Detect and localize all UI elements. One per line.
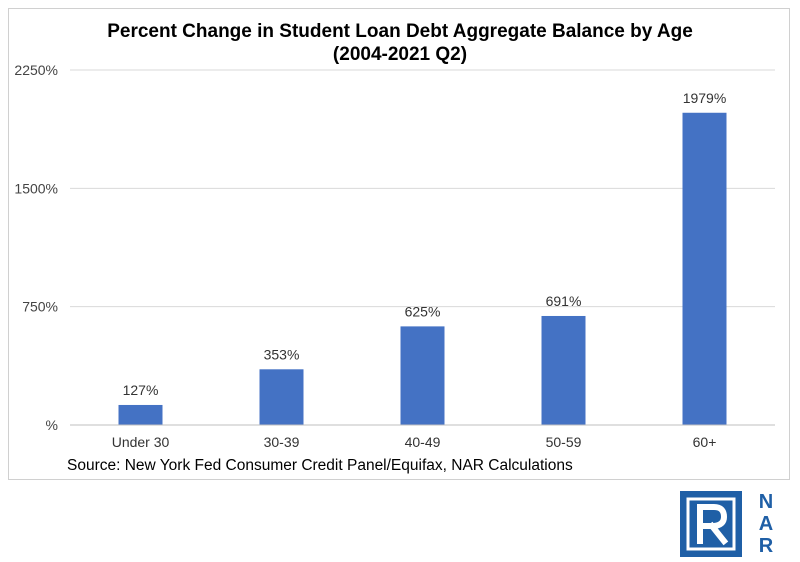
bar — [118, 404, 163, 425]
logo-letter-a: A — [758, 513, 774, 535]
bar — [400, 326, 445, 425]
data-label: 353% — [264, 346, 300, 362]
bar — [682, 112, 727, 425]
data-label: 691% — [546, 293, 582, 309]
logo-letter-n: N — [758, 491, 774, 513]
data-label: 625% — [405, 303, 441, 319]
logo-letter-r: R — [758, 535, 774, 557]
y-tick-label: 750% — [22, 299, 58, 315]
nar-logo: N A R — [680, 491, 790, 557]
chart-frame — [8, 8, 790, 480]
x-tick-label: 60+ — [693, 434, 717, 450]
realtor-r-logo-icon — [680, 491, 742, 557]
bar — [541, 315, 586, 425]
x-tick-label: 30-39 — [264, 434, 300, 450]
data-label: 1979% — [683, 90, 727, 106]
y-tick-label: 1500% — [14, 180, 58, 196]
source-note: Source: New York Fed Consumer Credit Pan… — [67, 457, 573, 474]
data-label: 127% — [123, 382, 159, 398]
x-tick-label: 50-59 — [546, 434, 582, 450]
x-tick-label: 40-49 — [405, 434, 441, 450]
logo-wordmark: N A R — [751, 491, 781, 557]
y-tick-label: % — [46, 417, 58, 433]
chart-title: Percent Change in Student Loan Debt Aggr… — [107, 21, 693, 65]
x-tick-label: Under 30 — [112, 434, 170, 450]
bar — [259, 369, 304, 425]
y-tick-label: 2250% — [14, 62, 58, 78]
